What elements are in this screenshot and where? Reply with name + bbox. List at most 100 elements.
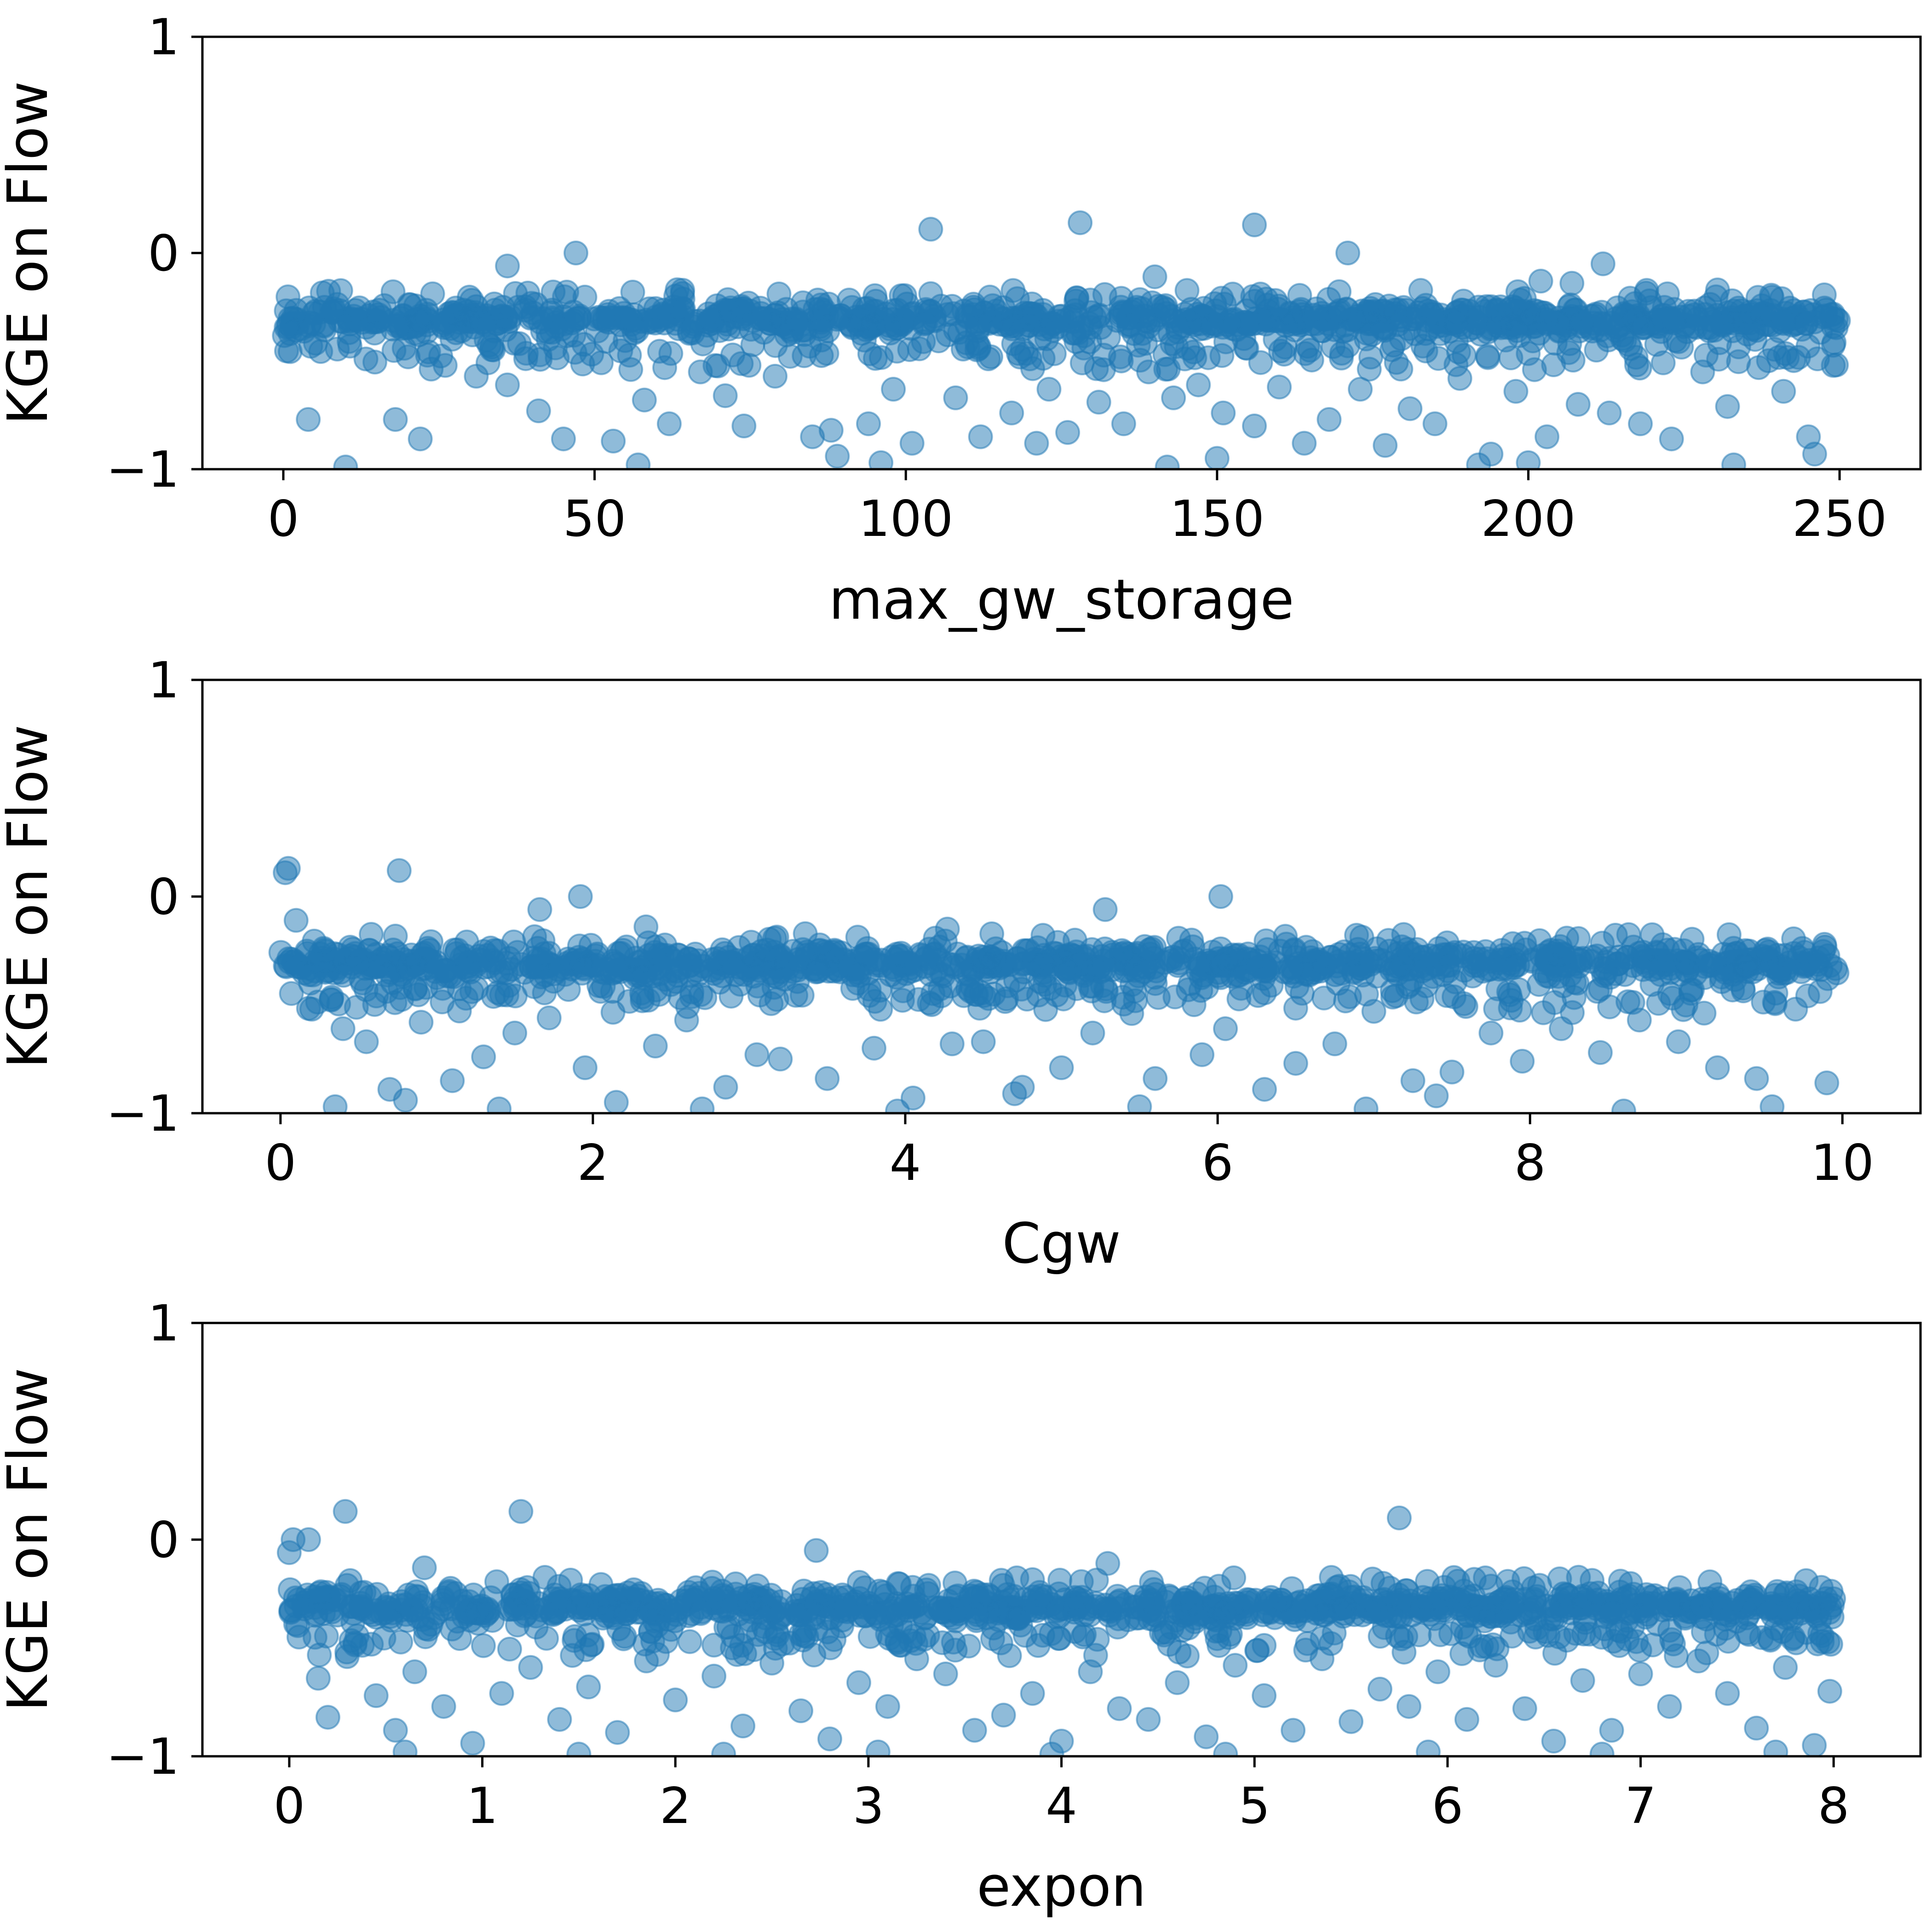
data-point [1049,1055,1074,1081]
data-point [1469,1633,1494,1659]
data-point [875,1694,900,1719]
data-point [1386,1505,1412,1530]
data-point [1213,1016,1238,1041]
data-point [1736,1622,1762,1647]
data-point [1758,1627,1783,1653]
data-point [1697,1569,1723,1594]
data-point [315,1705,340,1730]
data-point [1597,400,1622,426]
data-point [862,283,888,308]
data-point [322,1094,348,1113]
data-point [1111,411,1136,437]
data-point [454,986,479,1011]
data-point [1425,1659,1450,1685]
y-tick-label: 0 [148,1512,179,1569]
x-tick-label: 0 [273,1777,305,1835]
data-point [1055,420,1080,445]
data-point [1690,1619,1716,1644]
data-point [1547,1566,1572,1592]
data-point [402,1659,427,1685]
data-point [1339,1709,1363,1734]
data-point [1497,982,1523,1007]
scatter-panel-cgw: 0 2 4 6 8 10 −1 0 1 Cgw KGE on Flow [0,652,1922,1276]
data-point [308,339,334,364]
data-point [1809,1575,1834,1600]
data-point [1292,431,1317,456]
data-point [1478,1020,1504,1046]
y-tick-label: 0 [148,225,179,282]
x-tick-label: 4 [890,1134,921,1192]
data-point [620,280,645,305]
data-point [702,1663,727,1689]
data-point [943,1570,967,1596]
data-point [606,1616,631,1641]
data-point [980,1626,1005,1651]
data-point [1268,938,1293,964]
data-point [1304,296,1329,322]
data-point [487,1096,512,1113]
data-point [532,1565,558,1590]
data-point [1627,356,1652,381]
data-point [279,981,304,1006]
data-point [1020,1567,1045,1592]
data-point [536,1005,562,1030]
data-point [1745,285,1771,310]
data-point [1310,1646,1334,1672]
data-point [1080,1020,1105,1046]
data-point [1589,1625,1615,1650]
data-point [713,383,738,408]
data-point [1204,446,1230,469]
data-point [634,1648,659,1673]
data-point [588,979,613,1004]
data-point [1746,355,1771,380]
x-tick-label: 2 [660,1777,691,1835]
data-point [1422,411,1448,437]
data-point [588,1572,614,1597]
data-point [881,377,906,402]
data-point [690,331,715,356]
data-point [643,296,668,321]
data-point [1410,334,1436,359]
data-point [1388,356,1414,382]
data-point [1252,1077,1277,1102]
data-point [1744,1066,1769,1091]
data-point [277,1577,303,1602]
data-point [1165,1670,1190,1695]
data-point [605,1720,630,1745]
data-point [943,385,968,410]
data-point [604,1090,629,1113]
data-point [1242,212,1267,237]
data-point [330,1016,356,1041]
data-point [1549,1016,1574,1041]
data-point [1034,1584,1059,1610]
data-point [568,1582,593,1607]
data-point [1025,935,1050,960]
data-point [562,339,587,365]
data-point [927,976,953,1001]
data-point [286,1624,311,1650]
data-point [690,1096,715,1113]
y-tick-label: −1 [106,1728,179,1786]
data-point [889,283,914,308]
data-point [674,1007,699,1033]
data-point [891,978,916,1003]
x-tick-label: 6 [1202,1134,1234,1192]
data-point [818,1635,843,1661]
data-point [744,1042,770,1067]
data-point [956,1633,981,1659]
data-point [344,995,369,1020]
data-point [804,1538,829,1563]
data-point [1143,1066,1168,1091]
data-point [846,1670,871,1695]
data-point [1475,344,1500,369]
data-point [1621,934,1646,960]
data-point [809,343,834,368]
data-point [1466,452,1491,469]
data-point [1344,923,1369,948]
data-point [1667,1575,1692,1600]
data-point [1047,1568,1073,1593]
data-point [997,1643,1022,1668]
data-point [862,1035,886,1061]
data-point [1627,1007,1652,1033]
